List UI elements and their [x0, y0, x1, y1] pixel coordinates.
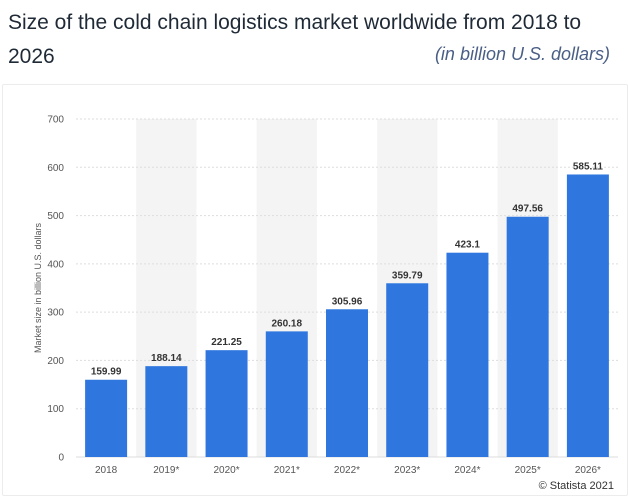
- data-label: 260.18: [271, 318, 302, 329]
- x-tick-label: 2018: [95, 465, 118, 476]
- y-tick-label: 700: [47, 115, 64, 126]
- y-tick-label: 100: [47, 404, 64, 415]
- x-tick-label: 2019*: [153, 465, 179, 476]
- bar: [386, 283, 429, 457]
- bar: [145, 366, 188, 457]
- x-axis-ticks: 2018 2019* 2020* 2021* 2022* 2023* 2024* 2025* 2…: [95, 465, 601, 476]
- y-axis-ticks: 0 100 200 300 400 500 600 700: [47, 115, 64, 464]
- y-tick-label: 600: [47, 163, 64, 174]
- bar: [566, 174, 609, 457]
- y-tick-label: 200: [47, 356, 64, 367]
- chart-subtitle: (in billion U.S. dollars): [434, 44, 610, 64]
- data-label: 585.11: [573, 161, 603, 172]
- data-label: 305.96: [332, 296, 363, 307]
- data-label: 221.25: [211, 337, 242, 348]
- data-label: 188.14: [151, 353, 182, 364]
- bar: [265, 331, 308, 457]
- y-tick-label: 300: [47, 308, 64, 319]
- x-tick-label: 2023*: [394, 465, 420, 476]
- bar: [506, 216, 549, 457]
- x-tick-label: 2020*: [213, 465, 239, 476]
- y-tick-label: 500: [47, 211, 64, 222]
- x-tick-label: 2025*: [515, 465, 541, 476]
- x-tick-label: 2026*: [575, 465, 601, 476]
- bar: [446, 252, 489, 457]
- data-label: 359.79: [392, 270, 423, 281]
- data-label: 423.1: [455, 240, 480, 251]
- x-tick-label: 2022*: [334, 465, 360, 476]
- y-axis-label: Market size in billion U.S. dollars: [33, 222, 43, 353]
- data-label: 497.56: [512, 204, 543, 215]
- bar: [205, 350, 248, 457]
- source-credit: © Statista 2021: [538, 480, 614, 492]
- bar: [85, 379, 128, 457]
- chart-bars: [85, 174, 609, 457]
- bar: [326, 309, 368, 457]
- data-label: 159.99: [91, 367, 122, 378]
- x-tick-label: 2024*: [454, 465, 480, 476]
- chart-data-labels: 159.99 188.14 221.25 260.18 305.96 359.79 423.…: [91, 161, 604, 377]
- x-tick-label: 2021*: [274, 465, 300, 476]
- y-tick-label: 400: [47, 259, 64, 270]
- y-tick-label: 0: [58, 453, 64, 464]
- chart-title: Size of the cold chain logistics market …: [8, 11, 582, 68]
